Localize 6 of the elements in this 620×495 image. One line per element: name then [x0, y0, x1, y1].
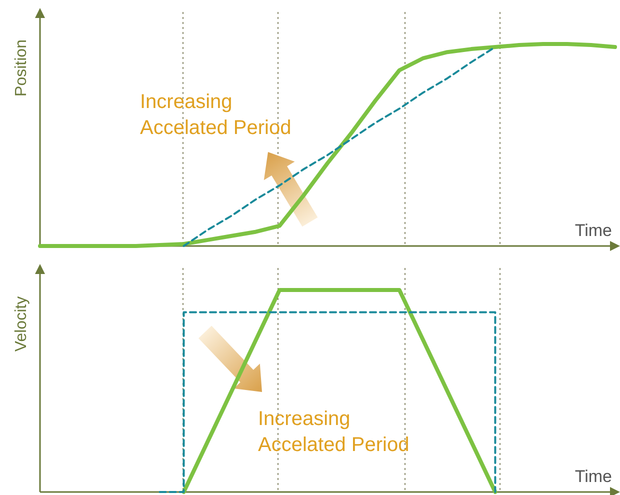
- annotation: Increasing Accelated Period: [258, 408, 410, 456]
- x-axis-title: Time: [574, 467, 612, 486]
- annotation: Increasing Accelated Period: [140, 91, 292, 139]
- y-axis-title: Position: [13, 40, 30, 96]
- y-axis-title: Velocity: [13, 296, 30, 352]
- x-axis-title: Time: [574, 221, 612, 240]
